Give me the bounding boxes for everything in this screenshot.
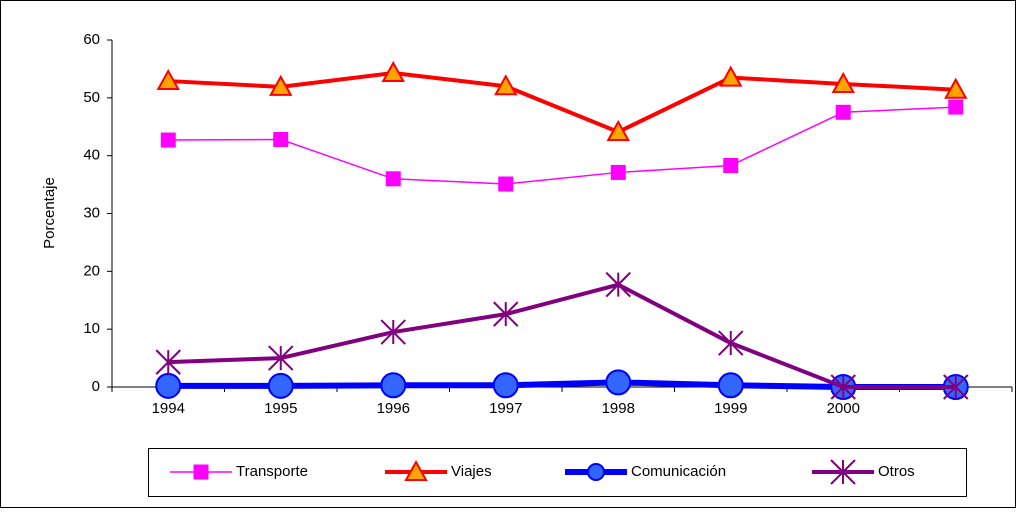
marker	[943, 374, 969, 400]
marker	[610, 164, 626, 180]
marker	[385, 171, 401, 187]
marker	[718, 330, 744, 356]
series-line	[168, 282, 956, 389]
marker	[160, 132, 176, 148]
series-line	[168, 106, 956, 185]
legend-marker	[830, 459, 856, 485]
marker	[605, 369, 632, 396]
marker	[269, 74, 293, 96]
marker	[830, 374, 856, 400]
marker	[156, 69, 180, 91]
legend-marker	[404, 459, 428, 481]
legend-label: Transporte	[236, 463, 308, 480]
y-tick-label: 30	[83, 204, 100, 221]
marker	[381, 60, 405, 82]
series-line	[168, 70, 956, 134]
marker	[948, 99, 964, 115]
marker	[717, 372, 744, 399]
y-tick-label: 0	[92, 378, 100, 395]
marker	[493, 301, 519, 327]
legend-marker	[587, 463, 605, 481]
marker	[155, 349, 181, 375]
x-tick-label: 2000	[827, 400, 860, 417]
marker	[492, 372, 519, 399]
marker	[831, 71, 855, 93]
marker	[723, 157, 739, 173]
legend-label: Viajes	[451, 463, 492, 480]
legend-label: Otros	[878, 463, 915, 480]
marker	[380, 319, 406, 345]
marker	[494, 74, 518, 96]
marker	[267, 372, 294, 399]
y-axis-label: Porcentaje	[41, 177, 58, 249]
marker	[719, 65, 743, 87]
y-tick-label: 50	[83, 89, 100, 106]
legend-marker	[193, 464, 209, 480]
marker	[273, 131, 289, 147]
marker	[606, 119, 630, 141]
x-tick-label: 1999	[714, 400, 747, 417]
marker	[605, 271, 631, 298]
marker	[155, 372, 182, 399]
series-line	[168, 379, 956, 390]
x-tick-label: 1997	[489, 400, 522, 417]
marker	[944, 77, 968, 99]
y-tick-label: 60	[83, 31, 100, 48]
marker	[835, 104, 851, 120]
x-tick-label: 1998	[602, 400, 635, 417]
y-tick-label: 20	[83, 262, 100, 279]
marker	[380, 372, 407, 399]
x-tick-label: 1995	[264, 400, 297, 417]
x-tick-label: 1996	[377, 400, 410, 417]
marker	[268, 345, 294, 371]
y-tick-label: 10	[83, 320, 100, 337]
legend-label: Comunicación	[631, 463, 726, 480]
marker	[498, 176, 514, 192]
y-tick-label: 40	[83, 147, 100, 164]
x-tick-label: 1994	[152, 400, 185, 417]
